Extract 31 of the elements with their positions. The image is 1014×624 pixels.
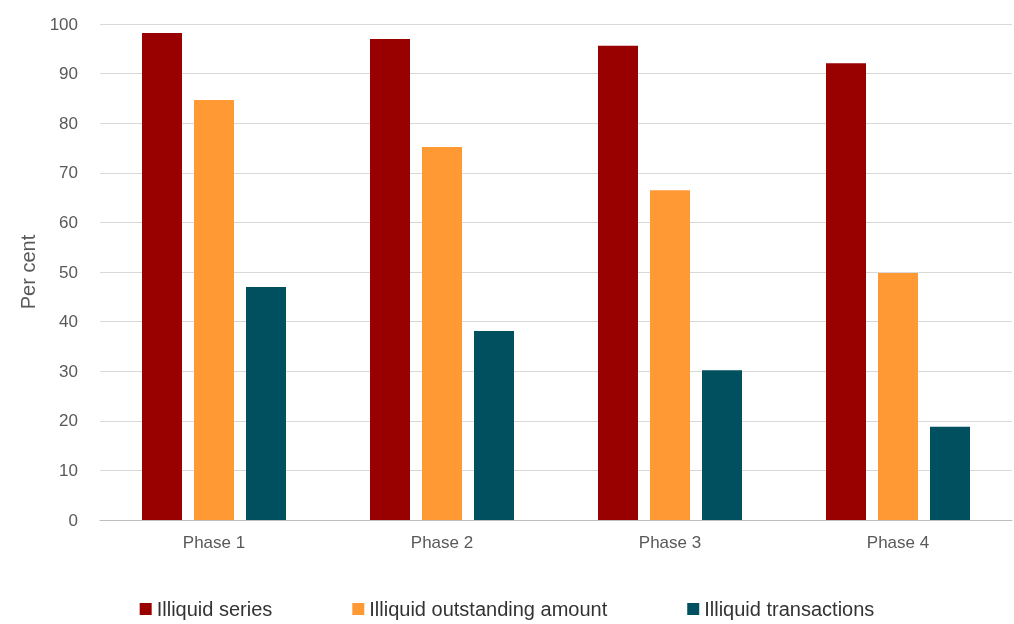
legend-label: Illiquid outstanding amount bbox=[369, 598, 608, 620]
y-axis-title: Per cent bbox=[17, 234, 39, 310]
x-tick-label: Phase 4 bbox=[866, 533, 930, 552]
y-tick-label: 70 bbox=[59, 163, 78, 183]
y-tick-label: 0 bbox=[68, 510, 78, 530]
bar bbox=[194, 99, 234, 520]
y-tick-label: 80 bbox=[59, 113, 78, 133]
bar bbox=[650, 190, 690, 520]
bar bbox=[878, 272, 918, 520]
legend-label: Illiquid series bbox=[156, 598, 273, 620]
y-tick-label: 50 bbox=[59, 262, 78, 282]
bar bbox=[702, 370, 742, 520]
x-tick-label: Phase 2 bbox=[410, 533, 474, 552]
y-tick-label: 90 bbox=[59, 64, 78, 84]
y-tick-label: 20 bbox=[59, 411, 78, 431]
bar bbox=[422, 147, 462, 520]
y-tick-label: 100 bbox=[49, 14, 78, 34]
bar bbox=[826, 63, 866, 520]
y-tick-label: 40 bbox=[59, 312, 78, 332]
bar bbox=[474, 331, 514, 520]
bar bbox=[598, 45, 638, 520]
y-tick-label: 10 bbox=[59, 460, 78, 480]
y-tick-label: 30 bbox=[59, 361, 78, 381]
y-tick-label: 60 bbox=[59, 212, 78, 232]
bar bbox=[142, 32, 182, 520]
x-tick-label: Phase 3 bbox=[638, 533, 702, 552]
bar bbox=[246, 286, 286, 520]
legend-label: Illiquid transactions bbox=[704, 598, 875, 620]
x-tick-label: Phase 1 bbox=[182, 533, 246, 552]
bar bbox=[930, 426, 970, 520]
bar bbox=[370, 38, 410, 520]
